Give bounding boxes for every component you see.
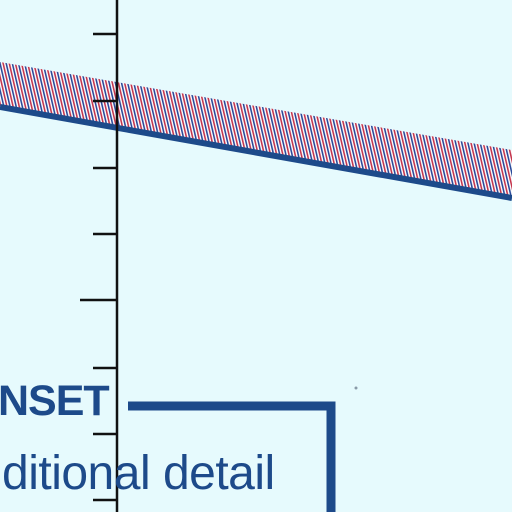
hatched-boundary-band — [0, 62, 512, 196]
map-speck — [355, 387, 358, 390]
inset-title: NSET — [0, 380, 109, 423]
inset-subtitle: ditional detail — [2, 450, 275, 498]
